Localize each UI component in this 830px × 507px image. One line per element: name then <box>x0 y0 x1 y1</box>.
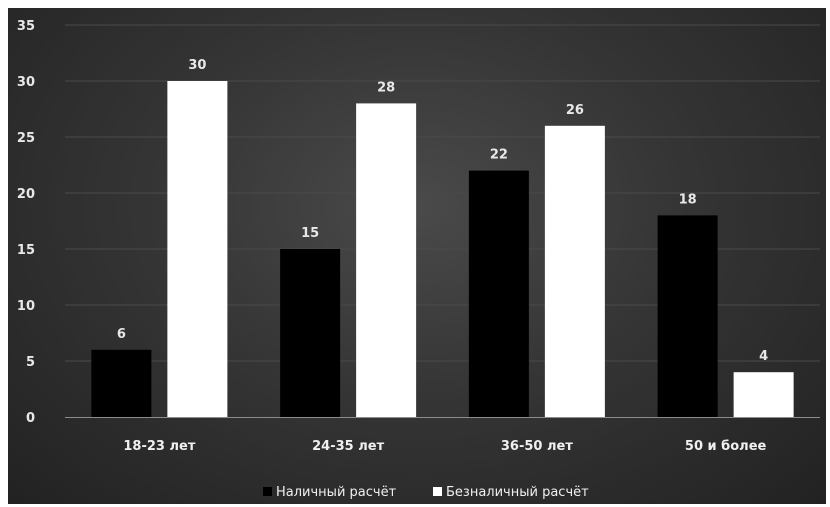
bar-cash <box>280 249 341 417</box>
y-axis-ticks: 0 5 10 15 20 25 30 35 <box>17 19 35 426</box>
legend: Наличный расчёт Безналичный расчёт <box>263 485 589 500</box>
data-label: 15 <box>301 226 319 241</box>
data-label: 6 <box>117 327 126 342</box>
y-tick-label: 25 <box>17 131 35 146</box>
data-label: 26 <box>566 103 584 118</box>
data-label: 28 <box>377 80 395 95</box>
data-label: 22 <box>490 148 508 163</box>
bar-cashless <box>544 125 605 418</box>
x-category-label: 24-35 лет <box>312 439 384 454</box>
bar-cash <box>657 215 718 417</box>
y-tick-label: 30 <box>17 75 35 90</box>
data-label: 4 <box>759 349 768 364</box>
x-category-label: 18-23 лет <box>123 439 195 454</box>
y-tick-label: 20 <box>17 187 35 202</box>
bar-cash <box>91 349 152 417</box>
bars <box>91 81 794 418</box>
x-category-label: 50 и более <box>685 439 767 454</box>
x-category-label: 36-50 лет <box>501 439 573 454</box>
bar-cashless <box>356 103 417 418</box>
y-tick-label: 35 <box>17 19 35 34</box>
data-label: 30 <box>188 58 206 73</box>
bar-chart: 0 5 10 15 20 25 30 35 6 30 15 28 22 26 18 4 18-23 лет 2… <box>17 19 820 500</box>
y-tick-label: 15 <box>17 243 35 258</box>
bar-cashless <box>167 81 228 417</box>
y-tick-label: 0 <box>26 411 35 426</box>
y-tick-label: 10 <box>17 299 35 314</box>
chart-area: 0 5 10 15 20 25 30 35 6 30 15 28 22 26 18 4 18-23 лет 2… <box>8 8 826 504</box>
x-axis-categories: 18-23 лет 24-35 лет 36-50 лет 50 и более <box>123 439 766 454</box>
legend-swatch-cashless <box>433 487 442 496</box>
bar-cashless <box>733 372 794 417</box>
legend-swatch-cash <box>263 487 272 496</box>
data-labels: 6 30 15 28 22 26 18 4 <box>117 58 768 364</box>
y-tick-label: 5 <box>26 355 35 370</box>
data-label: 18 <box>679 192 697 207</box>
legend-label-cashless: Безналичный расчёт <box>446 485 589 500</box>
bar-cash <box>468 170 529 417</box>
legend-label-cash: Наличный расчёт <box>276 485 397 500</box>
